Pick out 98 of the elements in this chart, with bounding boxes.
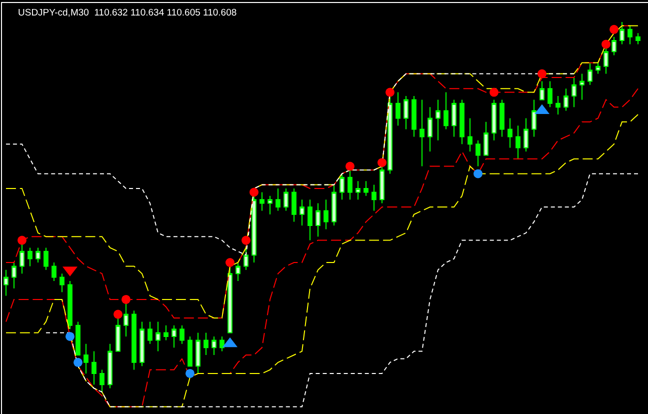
- point: [122, 294, 130, 304]
- candlestick: [428, 106, 432, 152]
- candlestick: [316, 202, 320, 238]
- point: [114, 310, 122, 319]
- candlestick: [372, 184, 376, 212]
- candlestick: [76, 321, 80, 356]
- candlestick: [332, 184, 336, 226]
- candlestick: [268, 195, 272, 215]
- candlestick: [28, 247, 32, 267]
- candlestick: [340, 173, 344, 200]
- point: [538, 69, 546, 78]
- candlestick: [116, 317, 120, 352]
- candlestick: [636, 32, 640, 45]
- candlestick: [620, 22, 624, 45]
- candlestick: [204, 332, 208, 356]
- candlestick: [596, 62, 600, 74]
- candlestick: [252, 195, 256, 263]
- candlestick: [540, 80, 544, 100]
- candlestick: [572, 77, 576, 108]
- candlestick: [12, 262, 16, 289]
- candlestick: [52, 262, 56, 282]
- candlestick: [44, 247, 48, 270]
- point: [66, 332, 74, 341]
- candlestick: [220, 336, 224, 352]
- candlestick: [548, 80, 552, 108]
- candlestick: [236, 262, 240, 282]
- candlestick: [412, 96, 416, 138]
- candlestick: [524, 118, 528, 152]
- point: [74, 358, 82, 367]
- candlestick: [604, 47, 608, 74]
- candlestick: [516, 125, 520, 160]
- point: [346, 162, 354, 171]
- candlestick: [108, 343, 112, 389]
- candlestick: [300, 199, 304, 226]
- candlestick: [260, 192, 264, 212]
- candlestick: [100, 369, 104, 392]
- candlestick: [212, 336, 216, 356]
- candlestick: [436, 99, 440, 141]
- candlestick: [508, 118, 512, 148]
- candlestick: [172, 324, 176, 348]
- candlestick: [292, 188, 296, 222]
- candlestick: [164, 324, 168, 341]
- candlestick: [452, 99, 456, 138]
- candlestick: [500, 99, 504, 138]
- point: [610, 24, 618, 34]
- candlestick: [628, 25, 632, 45]
- candlestick: [484, 121, 488, 156]
- candlestick: [156, 321, 160, 352]
- candlestick: [348, 170, 352, 200]
- point: [490, 88, 498, 97]
- candlestick: [468, 118, 472, 152]
- candlestick: [284, 188, 288, 212]
- candlestick: [188, 336, 192, 367]
- point: [474, 169, 482, 178]
- candlestick: [92, 350, 96, 386]
- candlestick: [356, 180, 360, 200]
- point: [18, 236, 26, 245]
- candlestick: [580, 73, 584, 100]
- candlestick: [444, 92, 448, 130]
- candlestick: [460, 99, 464, 145]
- candlestick: [60, 273, 64, 293]
- candlestick: [532, 99, 536, 138]
- candlestick: [180, 324, 184, 344]
- point: [602, 40, 610, 49]
- candlestick: [404, 96, 408, 130]
- candlestick: [388, 96, 392, 174]
- candlestick: [132, 310, 136, 370]
- candlestick: [612, 36, 616, 56]
- candlestick: [588, 62, 592, 86]
- candlestick: [124, 302, 128, 337]
- chart-title: USDJPY-cd,M30 110.632 110.634 110.605 110.608: [18, 7, 237, 18]
- point: [226, 258, 234, 267]
- candlestick: [148, 321, 152, 344]
- candlestick: [228, 266, 232, 334]
- candlestick: [420, 99, 424, 167]
- candlestick: [244, 247, 248, 270]
- candlestick: [396, 92, 400, 126]
- candlestick: [140, 321, 144, 367]
- candlestick: [564, 88, 568, 112]
- point: [186, 368, 194, 378]
- candlestick: [556, 96, 560, 116]
- candlestick: [364, 180, 368, 196]
- candlestick: [36, 247, 40, 263]
- candlestick: [276, 188, 280, 212]
- candlestick: [324, 199, 328, 230]
- candlestick: [476, 140, 480, 167]
- candlestick: [84, 343, 88, 374]
- candlestick: [68, 280, 72, 330]
- candlestick: [380, 166, 384, 204]
- candlestick: [308, 199, 312, 241]
- point: [378, 158, 386, 168]
- candlestick: [20, 244, 24, 274]
- point: [242, 236, 250, 245]
- candlestick: [196, 332, 200, 374]
- candlestick: [4, 269, 8, 296]
- point: [386, 88, 394, 97]
- point: [250, 188, 258, 197]
- candlestick: [492, 99, 496, 141]
